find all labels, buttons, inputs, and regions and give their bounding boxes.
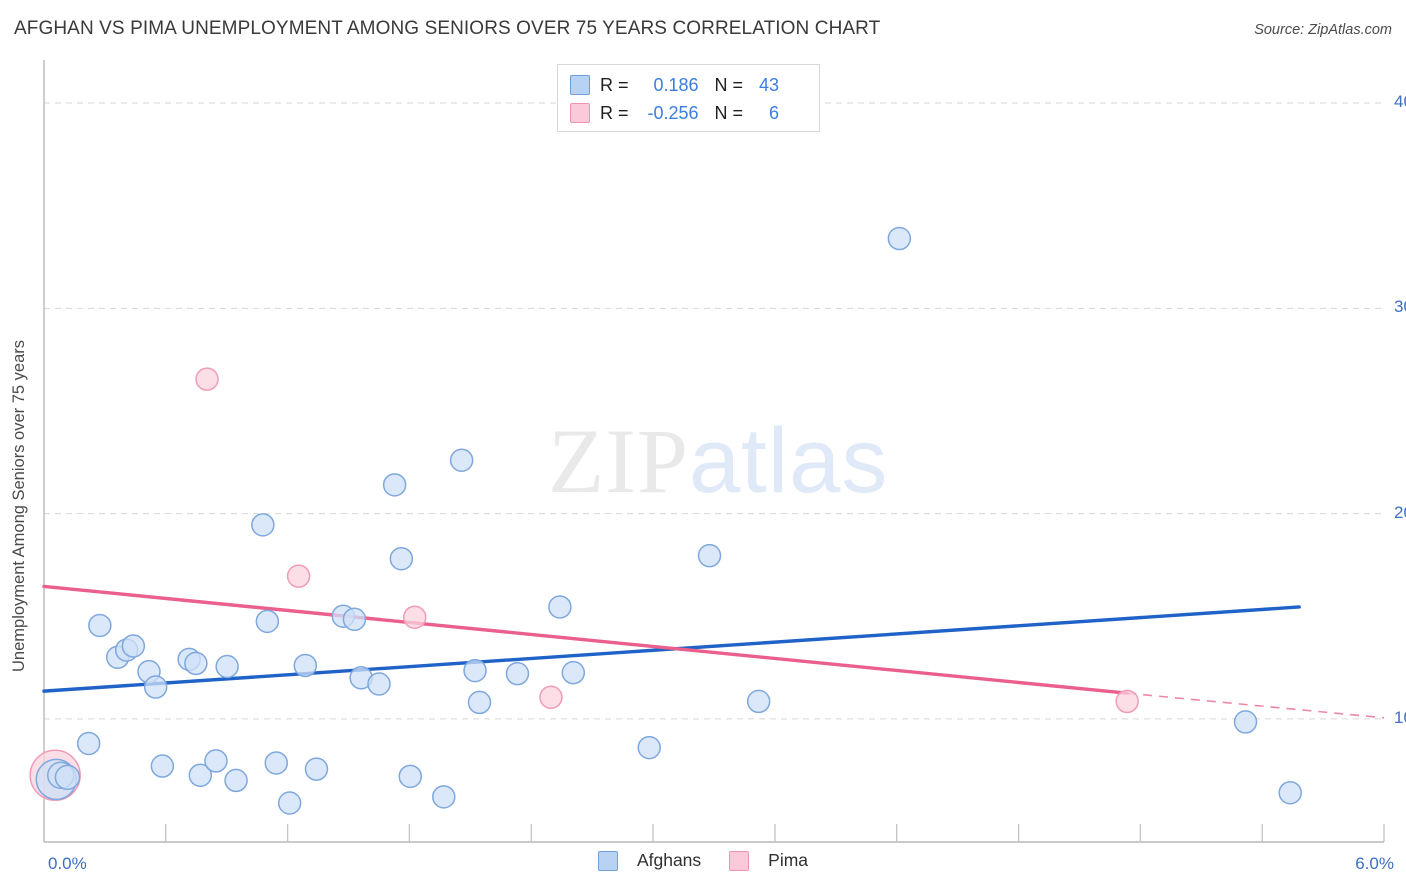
series-points-pima bbox=[29, 367, 1139, 802]
series-legend: Afghans Pima bbox=[0, 850, 1406, 871]
data-point[interactable] bbox=[277, 791, 302, 815]
afghans-n-value: 43 bbox=[759, 74, 780, 95]
data-point[interactable] bbox=[54, 764, 81, 791]
data-point[interactable] bbox=[88, 613, 112, 638]
y-axis-tick-label: 10.0% bbox=[1394, 707, 1406, 727]
data-point[interactable] bbox=[121, 634, 146, 658]
pima-n-value: 6 bbox=[769, 102, 780, 123]
x-axis-max-label: 6.0% bbox=[1355, 854, 1394, 873]
pima-r-label: R = bbox=[600, 102, 629, 123]
data-point[interactable] bbox=[402, 605, 427, 629]
data-point[interactable] bbox=[367, 672, 391, 696]
data-point[interactable] bbox=[746, 689, 771, 714]
x-axis-min-label: 0.0% bbox=[48, 854, 87, 873]
data-point[interactable] bbox=[304, 757, 329, 781]
data-point[interactable] bbox=[224, 768, 248, 793]
data-point[interactable] bbox=[561, 660, 586, 685]
trendline-dashed-pima bbox=[1127, 692, 1385, 719]
data-point[interactable] bbox=[286, 564, 311, 588]
data-point[interactable] bbox=[432, 785, 456, 809]
data-point[interactable] bbox=[1278, 780, 1302, 805]
correlation-stats-legend: R = 0.186 N = 43 R = -0.256 N = 6 bbox=[557, 64, 820, 132]
y-axis-tick-label: 40.0% bbox=[1394, 92, 1406, 112]
legend-item-afghans[interactable]: Afghans bbox=[597, 850, 702, 871]
data-point[interactable] bbox=[251, 513, 275, 537]
y-axis-tick-label: 30.0% bbox=[1394, 297, 1406, 317]
stats-row-afghans: R = 0.186 N = 43 bbox=[570, 71, 809, 99]
trendline-pima bbox=[42, 584, 1129, 695]
data-point[interactable] bbox=[382, 473, 407, 497]
data-point[interactable] bbox=[184, 651, 208, 676]
source-attribution: Source: ZipAtlas.com bbox=[1254, 22, 1392, 38]
data-point[interactable] bbox=[143, 675, 168, 699]
data-point[interactable] bbox=[204, 749, 228, 773]
afghans-swatch-icon bbox=[570, 75, 590, 95]
series-points-afghans bbox=[35, 226, 1302, 815]
data-point[interactable] bbox=[467, 690, 492, 715]
data-point[interactable] bbox=[150, 754, 175, 778]
data-point[interactable] bbox=[505, 661, 530, 686]
data-point[interactable] bbox=[1233, 710, 1258, 734]
afghans-n-label: N = bbox=[714, 74, 744, 95]
pima-legend-swatch-icon bbox=[729, 850, 750, 871]
data-point[interactable] bbox=[398, 764, 423, 789]
data-point[interactable] bbox=[215, 654, 239, 679]
data-point[interactable] bbox=[1115, 689, 1139, 714]
data-point[interactable] bbox=[389, 546, 414, 571]
data-point[interactable] bbox=[463, 658, 487, 683]
pima-r-value: -0.256 bbox=[647, 102, 699, 123]
data-point[interactable] bbox=[195, 367, 219, 391]
data-point[interactable] bbox=[76, 731, 101, 756]
page-title: AFGHAN VS PIMA UNEMPLOYMENT AMONG SENIOR… bbox=[14, 18, 881, 39]
data-point[interactable] bbox=[887, 226, 912, 251]
data-point[interactable] bbox=[264, 751, 289, 775]
afghans-legend-swatch-icon bbox=[597, 850, 618, 871]
data-point[interactable] bbox=[539, 685, 563, 710]
afghans-r-value: 0.186 bbox=[653, 74, 699, 95]
data-point[interactable] bbox=[342, 607, 367, 632]
afghans-r-label: R = bbox=[600, 74, 629, 95]
data-point[interactable] bbox=[293, 653, 318, 678]
data-point[interactable] bbox=[255, 609, 280, 634]
data-point[interactable] bbox=[548, 595, 572, 619]
data-point[interactable] bbox=[188, 763, 213, 788]
data-point[interactable] bbox=[449, 448, 474, 472]
pima-swatch-icon bbox=[570, 103, 590, 123]
afghans-legend-label: Afghans bbox=[636, 850, 702, 870]
y-axis-tick-label: 20.0% bbox=[1394, 502, 1406, 522]
legend-item-pima[interactable]: Pima bbox=[729, 850, 808, 871]
pima-n-label: N = bbox=[714, 102, 744, 123]
pima-legend-label: Pima bbox=[768, 850, 809, 870]
data-point[interactable] bbox=[637, 735, 661, 760]
stats-row-pima: R = -0.256 N = 6 bbox=[570, 99, 809, 127]
data-point[interactable] bbox=[697, 543, 722, 568]
